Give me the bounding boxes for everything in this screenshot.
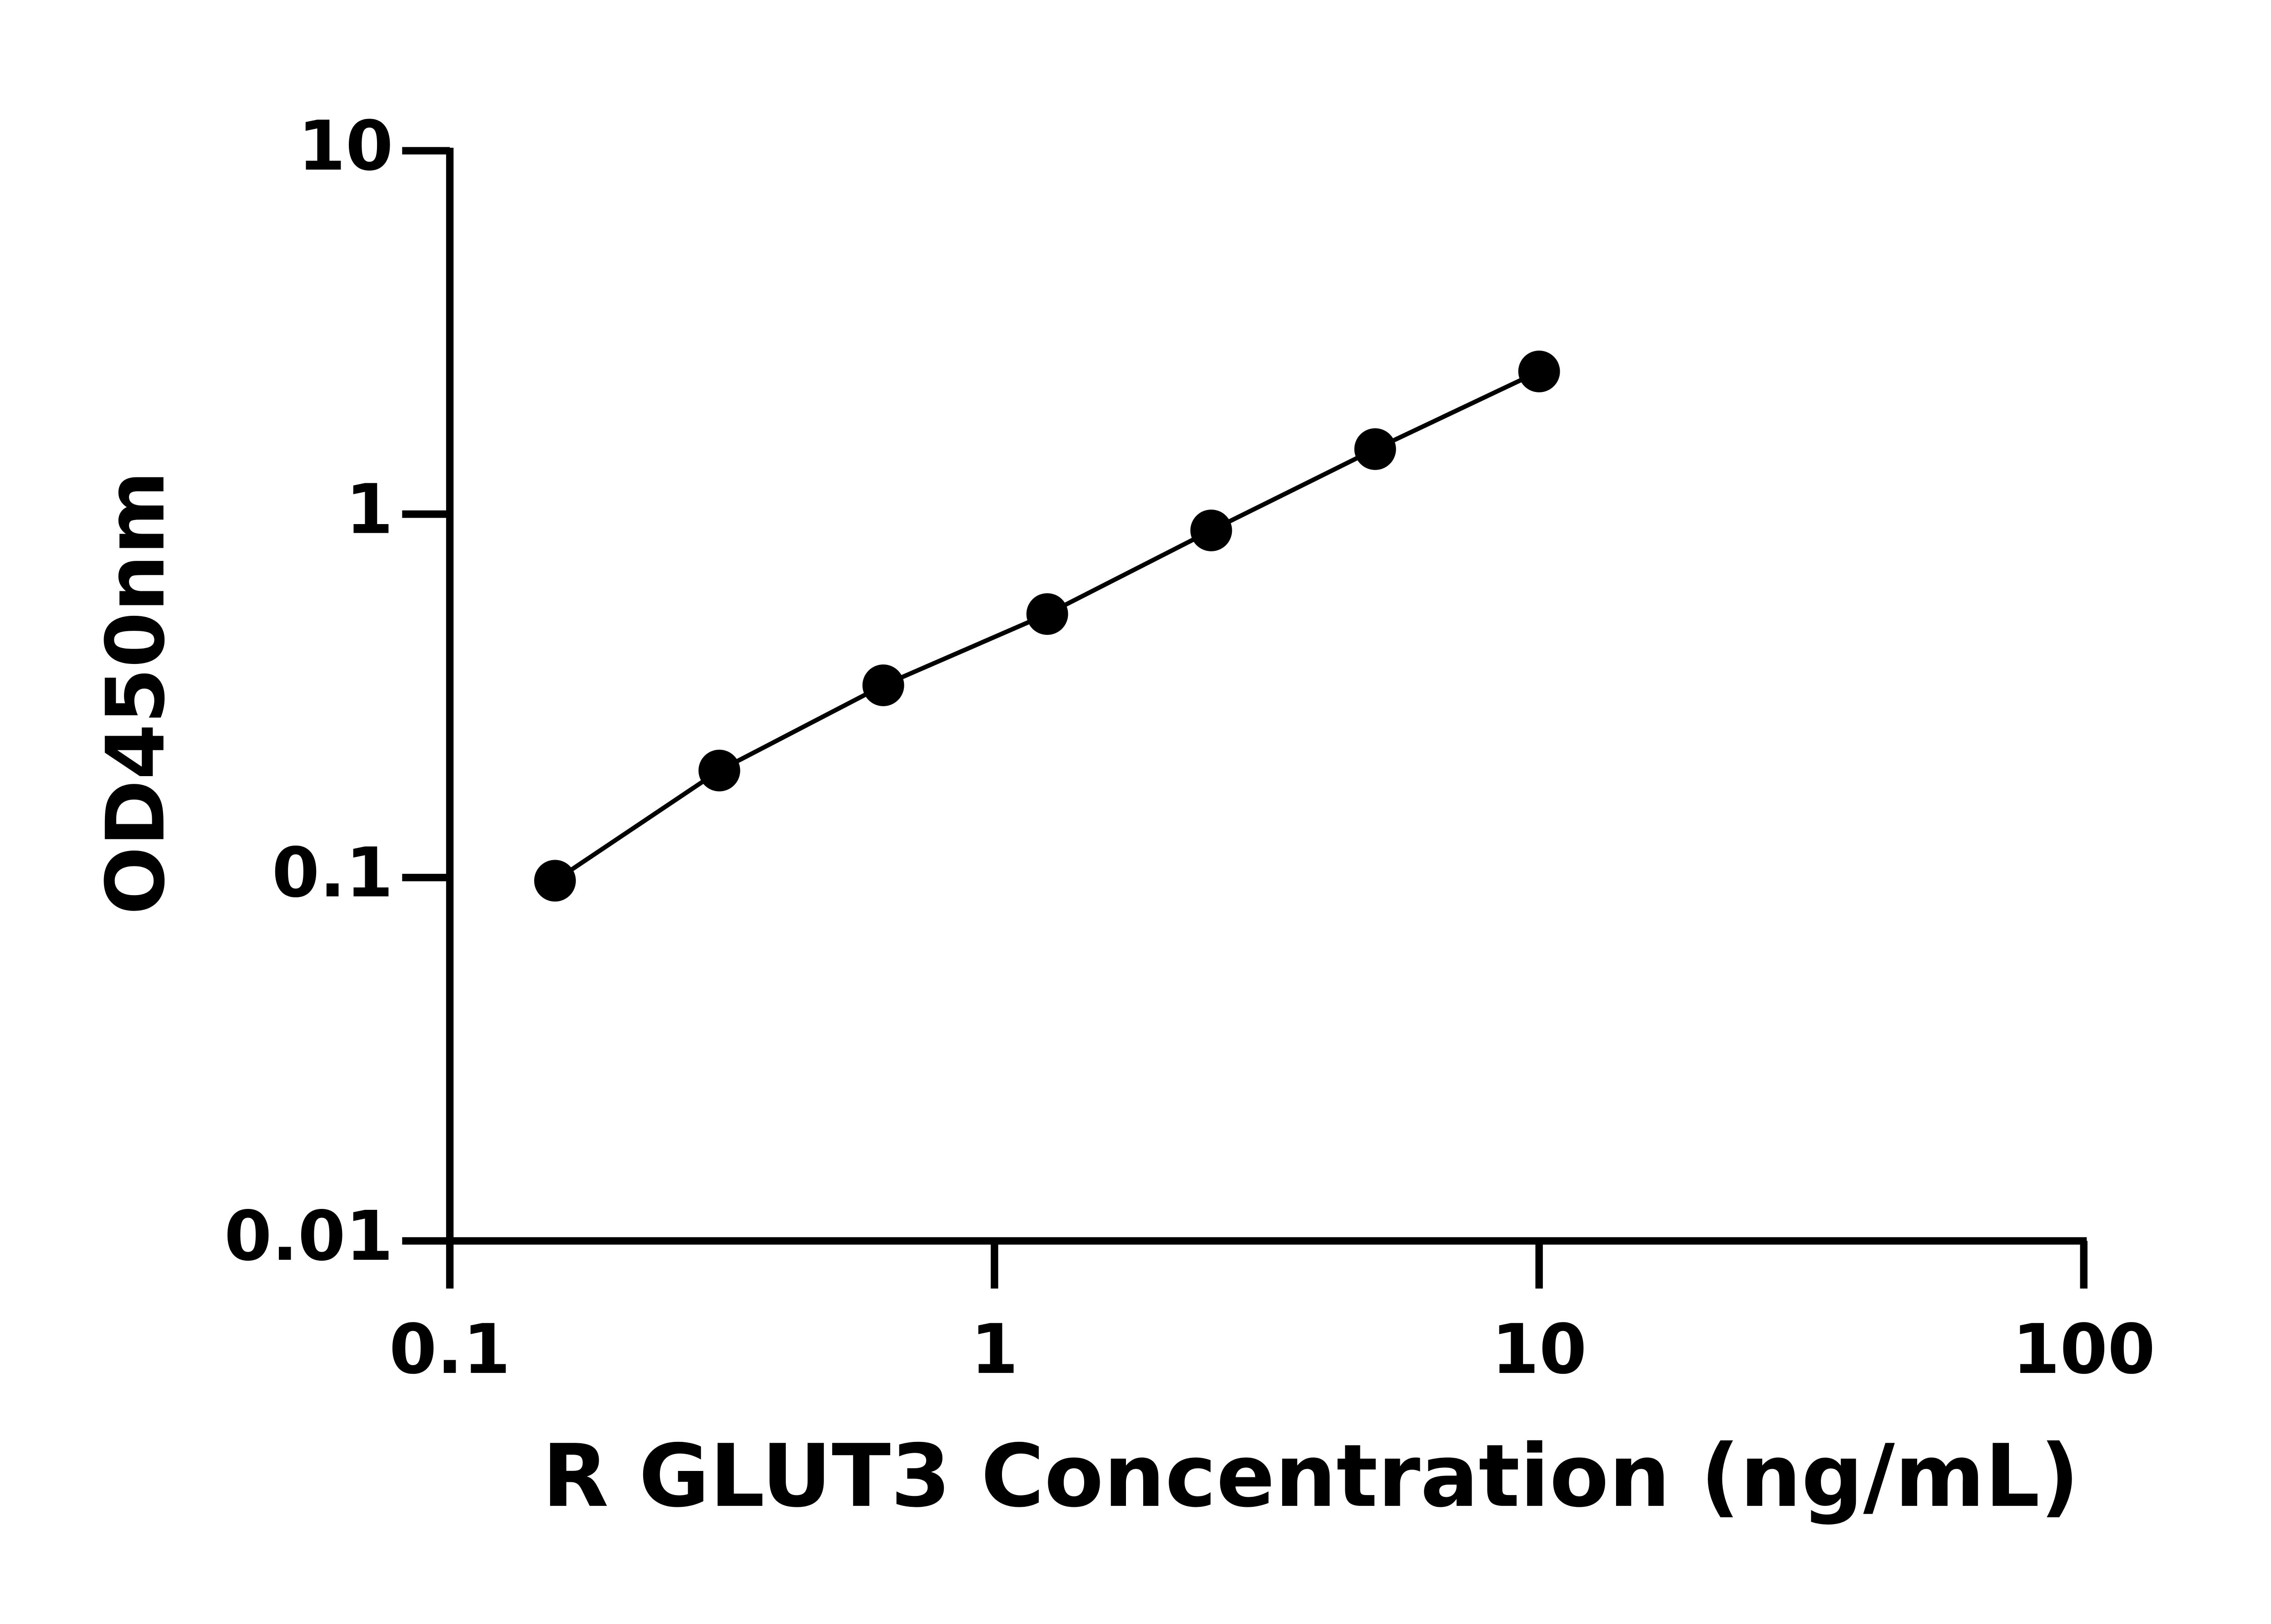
x-tick-label: 1 xyxy=(971,1309,1018,1389)
data-point xyxy=(698,749,740,792)
data-point xyxy=(1518,351,1560,392)
y-axis-label: OD450nm xyxy=(89,471,183,915)
y-tick-label: 0.01 xyxy=(224,1196,393,1276)
data-point xyxy=(534,860,576,902)
y-tick-label: 0.1 xyxy=(272,833,393,913)
x-axis-label: R GLUT3 Concentration (ng/mL) xyxy=(542,1426,2079,1526)
x-tick-label: 100 xyxy=(2012,1309,2155,1389)
data-point xyxy=(1354,428,1396,470)
data-point xyxy=(1190,510,1232,551)
y-tick-label: 1 xyxy=(346,470,393,550)
data-point xyxy=(1026,593,1068,635)
x-tick-label: 10 xyxy=(1492,1309,1587,1389)
data-point xyxy=(862,664,904,706)
y-tick-label: 10 xyxy=(298,106,393,186)
x-tick-label: 0.1 xyxy=(389,1309,511,1389)
